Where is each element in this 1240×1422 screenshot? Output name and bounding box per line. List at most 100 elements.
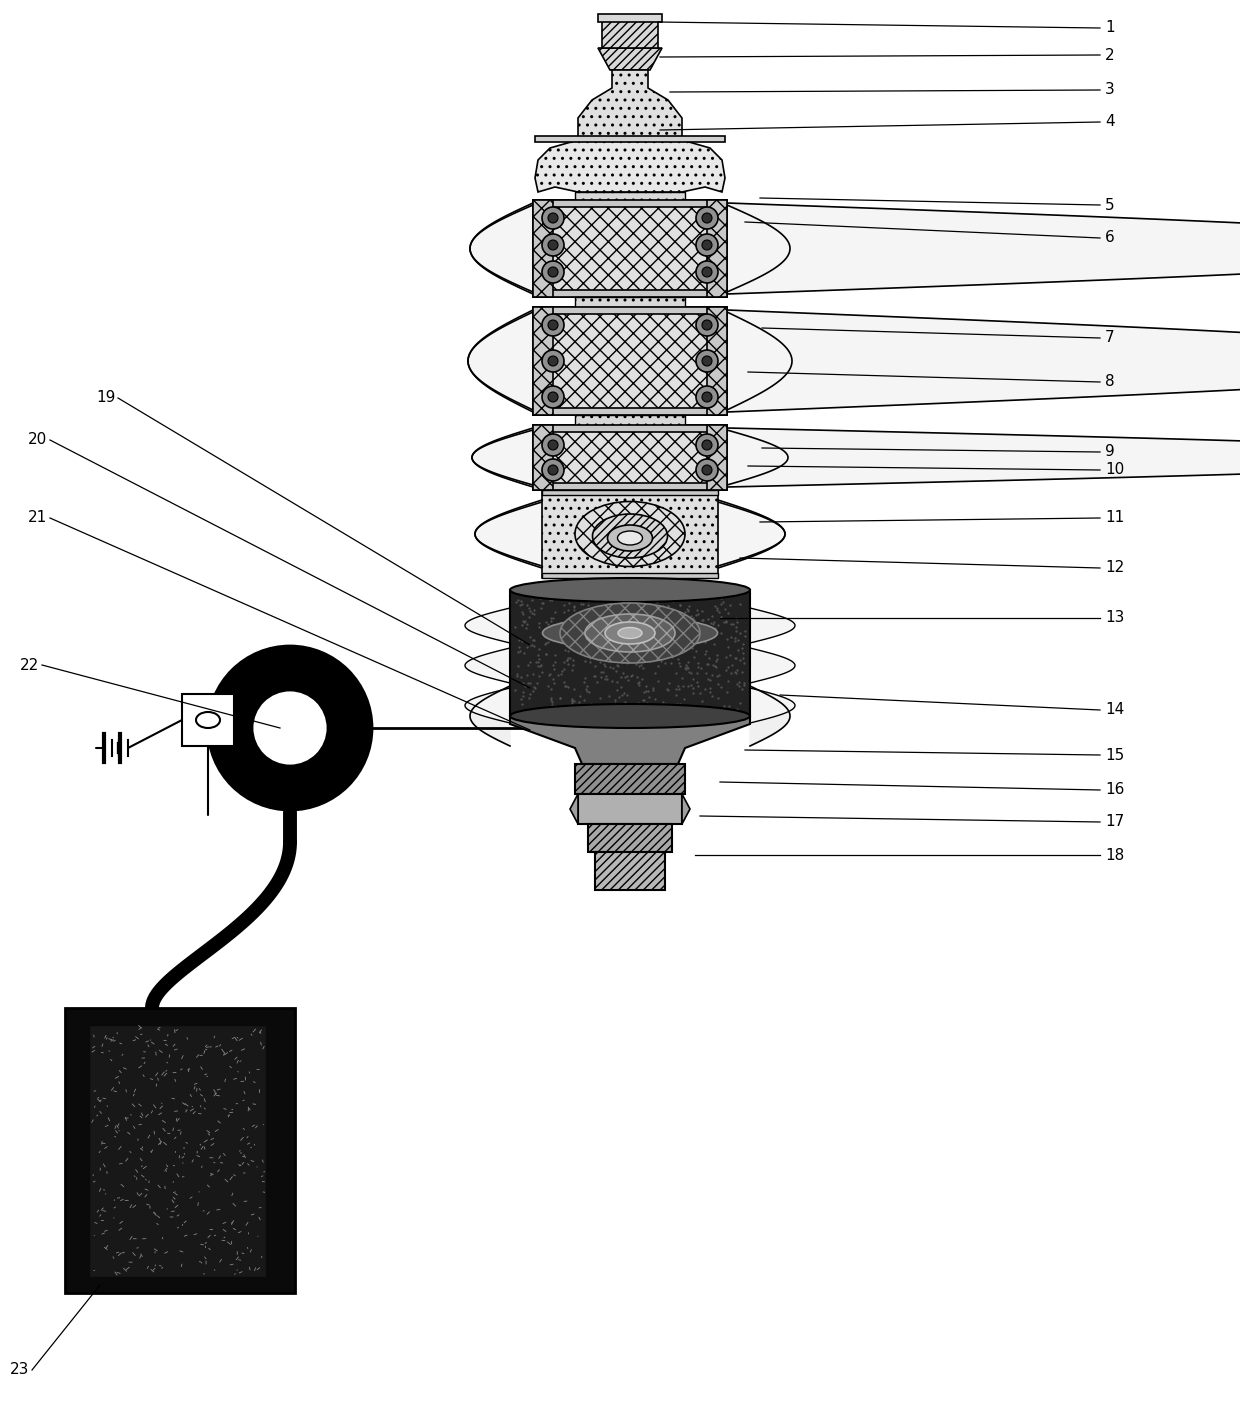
Ellipse shape <box>608 525 652 550</box>
Bar <box>575 192 684 201</box>
Bar <box>578 793 682 823</box>
Polygon shape <box>472 429 533 485</box>
Text: 12: 12 <box>1105 560 1125 576</box>
Bar <box>533 290 727 297</box>
Text: 5: 5 <box>1105 198 1115 212</box>
Bar <box>595 852 665 890</box>
Bar <box>575 415 684 425</box>
Polygon shape <box>598 48 662 70</box>
Text: 20: 20 <box>29 432 47 448</box>
Circle shape <box>548 356 558 365</box>
Ellipse shape <box>196 712 219 728</box>
Bar <box>542 491 718 577</box>
Polygon shape <box>750 609 795 643</box>
Polygon shape <box>465 648 510 683</box>
Bar <box>707 425 727 491</box>
Circle shape <box>548 240 558 250</box>
Text: 10: 10 <box>1105 462 1125 478</box>
Bar <box>533 307 727 314</box>
Polygon shape <box>472 428 533 486</box>
Circle shape <box>548 392 558 402</box>
Circle shape <box>702 240 712 250</box>
Circle shape <box>702 213 712 223</box>
Polygon shape <box>718 501 785 567</box>
Circle shape <box>702 267 712 277</box>
Polygon shape <box>727 205 790 292</box>
Circle shape <box>702 465 712 475</box>
Circle shape <box>548 439 558 449</box>
Circle shape <box>542 350 564 373</box>
Polygon shape <box>510 717 750 764</box>
Bar <box>707 201 727 297</box>
Circle shape <box>702 320 712 330</box>
Circle shape <box>548 465 558 475</box>
Bar <box>598 14 662 21</box>
Polygon shape <box>470 205 533 292</box>
Text: 9: 9 <box>1105 445 1115 459</box>
Polygon shape <box>727 311 792 410</box>
Bar <box>533 483 727 491</box>
Text: 14: 14 <box>1105 702 1125 718</box>
Polygon shape <box>578 70 682 139</box>
Circle shape <box>208 646 372 811</box>
Bar <box>533 307 553 415</box>
Polygon shape <box>727 310 1240 412</box>
Ellipse shape <box>618 627 642 638</box>
Text: 6: 6 <box>1105 230 1115 246</box>
Ellipse shape <box>510 577 750 602</box>
Ellipse shape <box>618 530 642 545</box>
Bar <box>601 18 658 48</box>
Bar <box>534 137 725 142</box>
Bar <box>533 425 727 491</box>
Circle shape <box>548 320 558 330</box>
Polygon shape <box>467 310 533 412</box>
Circle shape <box>702 356 712 365</box>
Ellipse shape <box>605 621 655 644</box>
Ellipse shape <box>575 502 684 566</box>
Polygon shape <box>750 648 795 683</box>
Bar <box>533 307 727 415</box>
Text: 22: 22 <box>20 657 40 673</box>
Bar <box>510 590 750 717</box>
Circle shape <box>696 235 718 256</box>
Text: 18: 18 <box>1105 848 1125 863</box>
Circle shape <box>542 262 564 283</box>
Text: 2: 2 <box>1105 47 1115 63</box>
Polygon shape <box>470 203 533 294</box>
Polygon shape <box>750 688 795 722</box>
Bar <box>533 425 553 491</box>
Bar <box>533 201 727 297</box>
Circle shape <box>696 262 718 283</box>
Text: 16: 16 <box>1105 782 1125 798</box>
Bar <box>533 201 727 208</box>
Circle shape <box>542 314 564 336</box>
Polygon shape <box>465 609 510 643</box>
Text: 23: 23 <box>10 1362 30 1378</box>
Bar <box>91 1027 265 1276</box>
Ellipse shape <box>593 513 667 557</box>
Polygon shape <box>465 688 510 722</box>
Polygon shape <box>718 502 785 566</box>
Polygon shape <box>682 793 689 823</box>
Circle shape <box>542 208 564 229</box>
Text: 4: 4 <box>1105 115 1115 129</box>
Text: 1: 1 <box>1105 20 1115 36</box>
Ellipse shape <box>585 614 675 653</box>
Text: 13: 13 <box>1105 610 1125 626</box>
Text: 11: 11 <box>1105 510 1125 526</box>
Polygon shape <box>727 428 1240 486</box>
Bar <box>588 823 672 852</box>
Bar <box>707 307 727 415</box>
Text: 7: 7 <box>1105 330 1115 346</box>
Polygon shape <box>534 139 725 192</box>
Text: 17: 17 <box>1105 815 1125 829</box>
Circle shape <box>548 267 558 277</box>
Circle shape <box>696 314 718 336</box>
Polygon shape <box>467 311 533 410</box>
Circle shape <box>702 439 712 449</box>
Polygon shape <box>570 793 578 823</box>
Text: 8: 8 <box>1105 374 1115 390</box>
Polygon shape <box>750 685 790 747</box>
Circle shape <box>252 690 329 766</box>
Polygon shape <box>475 501 542 567</box>
